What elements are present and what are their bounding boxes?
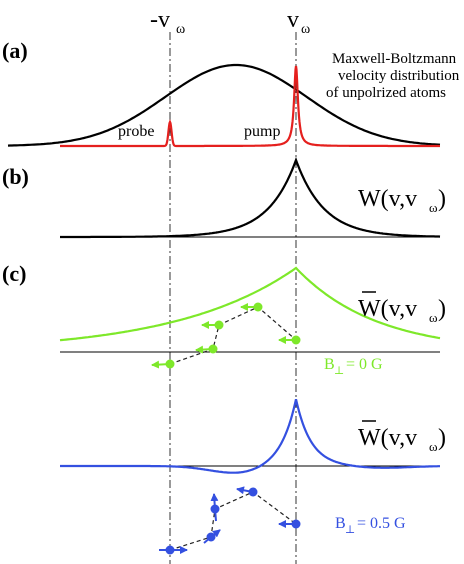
green-atom-5 bbox=[291, 335, 301, 345]
w-function-label: W(v,v ω ) bbox=[358, 186, 446, 215]
maxwell-boltzmann-curve bbox=[7, 63, 441, 147]
mb-text-line1: Maxwell-Boltzmann bbox=[332, 51, 457, 67]
wbar-blue-close: ) bbox=[438, 425, 446, 451]
mb-text-line3: of unpolrized atoms bbox=[326, 85, 446, 101]
neg-v-text: -v bbox=[150, 7, 170, 33]
panel-b-label: (b) bbox=[2, 164, 29, 189]
panel-c-label: (c) bbox=[2, 261, 26, 286]
green-trajectory-path bbox=[169, 306, 297, 365]
label-neg-vomega: -v ω bbox=[150, 7, 185, 37]
b05-subscript: ⊥ bbox=[345, 524, 355, 536]
blue-trajectory bbox=[159, 486, 301, 555]
wbar-blue-label: W(v,v ω ) bbox=[358, 420, 446, 454]
probe-label: probe bbox=[118, 123, 154, 140]
w-func-omega: ω bbox=[429, 200, 438, 215]
w-func-close: ) bbox=[438, 186, 446, 212]
pump-label: pump bbox=[244, 123, 280, 140]
w-curve bbox=[60, 156, 441, 239]
wbar-green-omega: ω bbox=[429, 310, 438, 325]
label-pos-vomega: v ω bbox=[287, 7, 310, 37]
green-atom-1 bbox=[165, 359, 175, 369]
wbar-zero-field-curve bbox=[59, 266, 441, 342]
b0-subscript: ⊥ bbox=[334, 365, 344, 377]
pos-v-omega-subscript: ω bbox=[301, 22, 310, 37]
green-atom-4 bbox=[253, 302, 263, 312]
field-label-half-gauss: B ⊥ = 0.5 G bbox=[335, 515, 406, 536]
mb-text-line2: velocity distribution bbox=[338, 68, 460, 84]
blue-atom-1 bbox=[165, 545, 175, 555]
blue-atom-5 bbox=[291, 519, 301, 529]
w-func-text: W(v,v bbox=[358, 186, 417, 212]
b05-value: = 0.5 G bbox=[353, 515, 406, 532]
wbar-green-label: W(v,v ω ) bbox=[358, 291, 446, 325]
wbar-green-close: ) bbox=[438, 296, 446, 322]
wbar-half-gauss-curve bbox=[60, 398, 440, 474]
green-trajectory bbox=[151, 302, 301, 369]
green-atom-2 bbox=[208, 344, 218, 354]
wbar-green-text: W(v,v bbox=[358, 296, 417, 322]
blue-atom-4 bbox=[248, 487, 258, 497]
blue-trajectory-path bbox=[169, 491, 297, 551]
blue-atom-2 bbox=[206, 532, 216, 542]
pos-v-text: v bbox=[287, 7, 299, 33]
blue-atom-3 bbox=[210, 504, 220, 514]
b0-letter: B bbox=[324, 356, 335, 373]
field-label-zero: B ⊥ = 0 G bbox=[324, 356, 383, 377]
b05-letter: B bbox=[335, 515, 346, 532]
wbar-blue-omega: ω bbox=[429, 439, 438, 454]
green-atom-3 bbox=[214, 320, 224, 330]
neg-v-omega-subscript: ω bbox=[176, 22, 185, 37]
wbar-blue-text: W(v,v bbox=[358, 425, 417, 451]
b0-value: = 0 G bbox=[342, 356, 383, 373]
panel-a-label: (a) bbox=[2, 38, 28, 63]
probe-pump-spectrum-curve bbox=[60, 65, 440, 148]
